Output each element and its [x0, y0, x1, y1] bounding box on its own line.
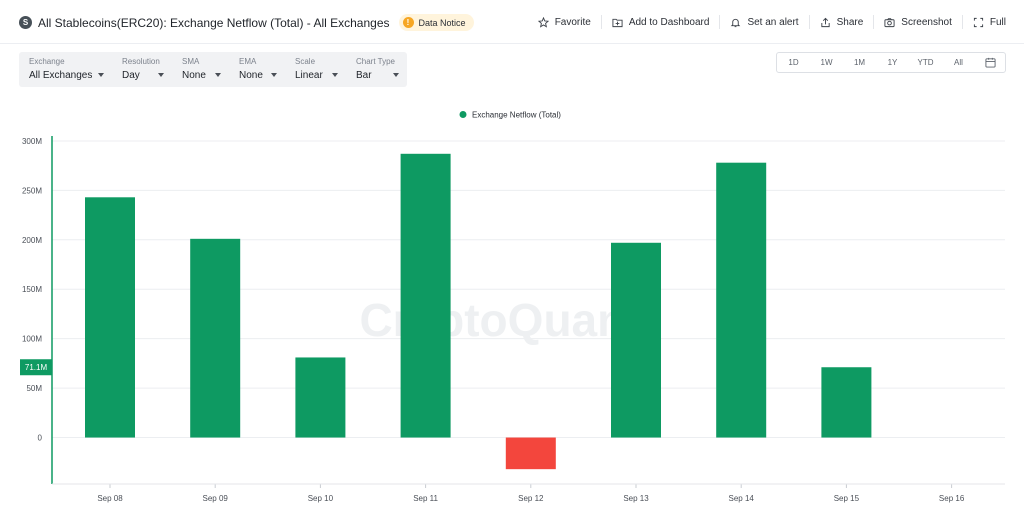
fullscreen-icon	[973, 17, 983, 27]
x-tick-label: Sep 11	[413, 494, 438, 503]
action-divider	[808, 15, 810, 29]
add-to-dashboard-label: Add to Dashboard	[628, 16, 710, 28]
chart-type-select-value: Bar	[356, 70, 372, 81]
x-tick-label: Sep 12	[518, 494, 544, 503]
bar-sep-15[interactable]	[821, 367, 872, 438]
y-axis-ticks: 0 50M 100M 150M 200M 250M 300M	[22, 137, 43, 443]
add-to-dashboard-button[interactable]: Add to Dashboard	[612, 16, 710, 28]
time-range-selector: 1D 1W 1M 1Y YTD All	[776, 52, 1006, 73]
bell-icon	[731, 18, 741, 27]
caret-down-icon	[158, 73, 164, 77]
chart-type-select-label: Chart Type	[356, 57, 395, 66]
chart-controls: Exchange All Exchanges Resolution Day SM…	[19, 52, 407, 87]
range-1d-button[interactable]: 1D	[788, 58, 799, 67]
calendar-icon	[984, 57, 996, 68]
bar-sep-12[interactable]	[505, 437, 556, 470]
x-tick-label: Sep 10	[308, 494, 334, 503]
sma-select[interactable]: SMA None	[172, 52, 229, 87]
share-button[interactable]: Share	[820, 16, 864, 28]
fullscreen-button[interactable]: Full	[973, 17, 1006, 28]
resolution-select-value: Day	[122, 70, 140, 81]
calendar-button[interactable]	[975, 57, 1005, 68]
caret-down-icon	[98, 73, 104, 77]
data-notice-badge[interactable]: ! Data Notice	[398, 14, 474, 31]
share-label: Share	[836, 16, 864, 28]
y-tick-label: 50M	[26, 384, 42, 393]
current-value-tag	[20, 359, 52, 376]
bar-sep-08[interactable]	[85, 197, 135, 438]
action-divider	[961, 15, 963, 29]
x-tick-label: Sep 16	[939, 494, 965, 503]
set-alert-label: Set an alert	[747, 16, 799, 28]
ema-select-label: EMA	[239, 57, 257, 66]
legend-swatch	[459, 111, 467, 118]
exchange-select-label: Exchange	[29, 57, 65, 66]
y-tick-label: 150M	[22, 285, 42, 294]
scale-select[interactable]: Scale Linear	[285, 52, 346, 87]
x-tick-label: Sep 08	[97, 494, 123, 503]
y-tick-label: 250M	[22, 186, 42, 195]
legend-label: Exchange Netflow (Total)	[472, 111, 561, 120]
x-axis-ticks: Sep 08 Sep 09 Sep 10 Sep 11 Sep 12 Sep 13 Sep …	[97, 484, 965, 503]
dashboard-add-icon	[612, 18, 623, 27]
set-alert-button[interactable]: Set an alert	[730, 16, 799, 28]
range-ytd-button[interactable]: YTD	[917, 58, 934, 67]
favorite-label: Favorite	[554, 16, 591, 28]
bars	[85, 153, 872, 470]
netflow-chart: CryptoQuant Exchange Netflow (Total) 050…	[20, 111, 1005, 503]
sma-select-value: None	[182, 70, 206, 81]
y-tick-label: 0	[38, 434, 43, 443]
caret-down-icon	[271, 73, 277, 77]
fullscreen-label: Full	[989, 16, 1006, 28]
ema-select-value: None	[239, 70, 263, 81]
chart-legend[interactable]: Exchange Netflow (Total)	[459, 111, 562, 120]
data-notice-label: Data Notice	[418, 17, 466, 28]
warning-icon: !	[402, 17, 414, 28]
y-tick-label: 200M	[22, 236, 42, 245]
header-actions: Favorite Add to Dashboard Set an alert S…	[537, 13, 1006, 31]
exchange-select[interactable]: Exchange All Exchanges	[19, 52, 112, 87]
exchange-select-value: All Exchanges	[29, 70, 93, 81]
caret-down-icon	[215, 73, 221, 77]
chart-type-select[interactable]: Chart Type Bar	[346, 52, 407, 87]
range-1y-button[interactable]: 1Y	[887, 58, 898, 67]
page-title: All Stablecoins(ERC20): Exchange Netflow…	[38, 15, 390, 30]
current-value-marker: 71.1M	[20, 359, 52, 376]
current-value-label: 71.1M	[25, 363, 48, 372]
x-tick-label: Sep 14	[729, 494, 755, 503]
camera-icon	[884, 17, 895, 27]
favorite-button[interactable]: Favorite	[537, 16, 591, 28]
screenshot-button[interactable]: Screenshot	[884, 17, 952, 28]
bar-sep-11[interactable]	[400, 153, 451, 438]
y-tick-label: 100M	[22, 335, 42, 344]
range-1w-button[interactable]: 1W	[820, 58, 833, 67]
action-divider	[600, 15, 602, 29]
sma-select-label: SMA	[182, 57, 200, 66]
x-tick-label: Sep 13	[623, 494, 649, 503]
resolution-select[interactable]: Resolution Day	[112, 52, 172, 87]
action-divider	[719, 15, 721, 29]
ema-select[interactable]: EMA None	[229, 52, 285, 87]
range-1m-button[interactable]: 1M	[853, 58, 866, 67]
bar-sep-09[interactable]	[190, 238, 241, 438]
share-icon	[820, 17, 830, 27]
caret-down-icon	[332, 73, 338, 77]
action-divider	[873, 15, 875, 29]
bar-sep-13[interactable]	[611, 242, 661, 438]
resolution-select-label: Resolution	[122, 57, 160, 66]
screenshot-label: Screenshot	[901, 16, 952, 28]
y-tick-label: 300M	[22, 137, 42, 146]
x-tick-label: Sep 15	[834, 494, 860, 503]
bar-sep-10[interactable]	[295, 357, 346, 438]
range-all-button[interactable]: All	[954, 58, 963, 67]
caret-down-icon	[393, 73, 399, 77]
scale-select-label: Scale	[295, 57, 316, 66]
page-header: S All Stablecoins(ERC20): Exchange Netfl…	[0, 0, 1024, 44]
x-tick-label: Sep 09	[203, 494, 229, 503]
bar-sep-14[interactable]	[716, 162, 767, 438]
star-icon	[537, 16, 549, 28]
title-bar: S All Stablecoins(ERC20): Exchange Netfl…	[19, 14, 474, 31]
stablecoin-icon: S	[19, 16, 32, 29]
scale-select-value: Linear	[295, 70, 323, 81]
